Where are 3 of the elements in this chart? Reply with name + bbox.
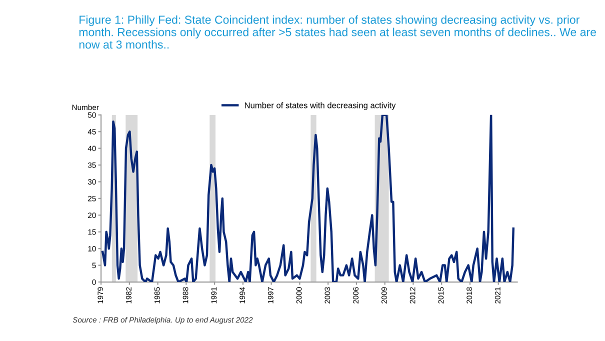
legend-label: Number of states with decreasing activity xyxy=(244,102,396,110)
line-series xyxy=(102,114,515,282)
chart-title: Figure 1: Philly Fed: State Coincident index: number of states showing decreasing activity vs. prior month. Recessions only occurred after >5 states had seen at least seven months of declines.. We are now at 3 months.. xyxy=(79,15,596,49)
